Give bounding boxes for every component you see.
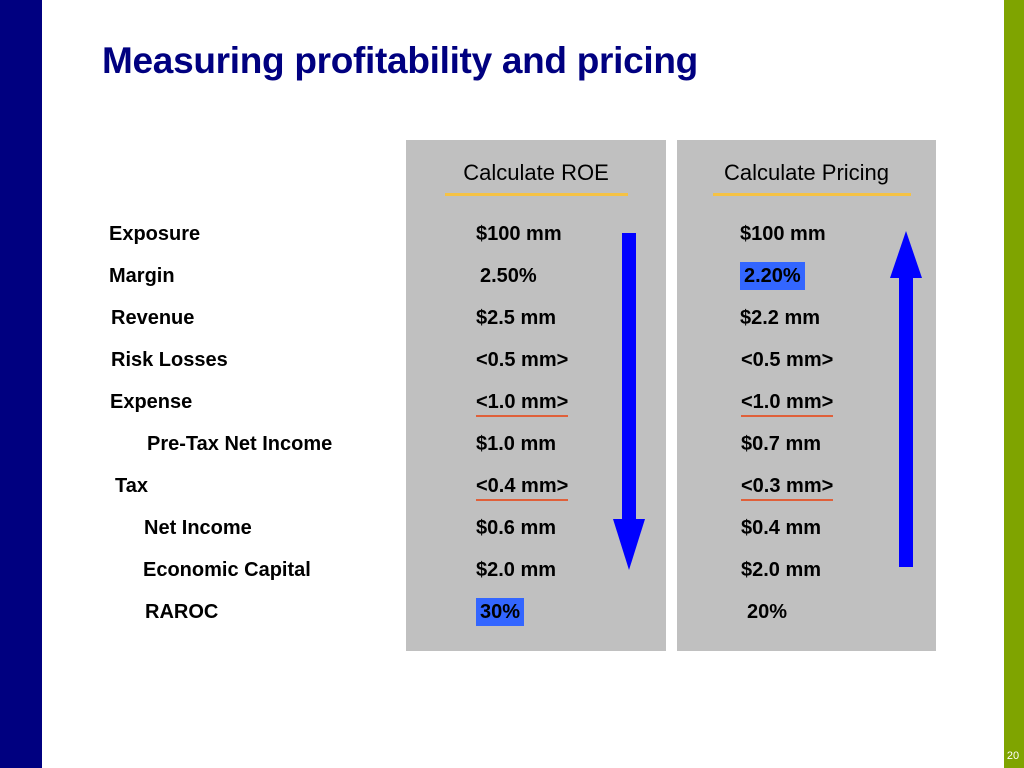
row-label: Expense <box>110 391 193 413</box>
row-label: Tax <box>115 475 148 497</box>
row-label: Pre-Tax Net Income <box>147 433 333 455</box>
roe-value: <0.4 mm> <box>476 474 569 501</box>
roe-value: $1.0 mm <box>476 433 557 455</box>
row-label: Revenue <box>111 307 195 329</box>
pricing-panel-header: Calculate Pricing <box>723 160 890 185</box>
row-label: RAROC <box>145 601 219 623</box>
slide-title: Measuring profitability and pricing <box>102 40 698 81</box>
pricing-value: $0.4 mm <box>741 517 822 539</box>
roe-value: $0.6 mm <box>476 517 557 539</box>
row-label: Net Income <box>144 517 252 539</box>
pricing-value: $0.7 mm <box>741 433 822 455</box>
pricing-panel: Calculate Pricing <box>677 140 936 651</box>
roe-panel: Calculate ROE <box>406 140 666 651</box>
left-accent-bar <box>0 0 42 768</box>
roe-value: $2.0 mm <box>476 559 557 581</box>
roe-header-underline <box>445 193 628 196</box>
page-number: 20 <box>1006 750 1020 762</box>
row-label: Risk Losses <box>111 349 228 371</box>
right-accent-bar: 20 <box>1004 0 1024 768</box>
roe-value: $100 mm <box>476 223 562 245</box>
row-label: Exposure <box>109 223 201 245</box>
pricing-value: 2.20% <box>740 262 805 290</box>
row-label: Economic Capital <box>143 559 311 581</box>
roe-value: 30% <box>476 598 525 626</box>
pricing-value: $2.2 mm <box>740 307 821 329</box>
pricing-header-underline <box>713 193 911 196</box>
pricing-value: $100 mm <box>740 223 826 245</box>
roe-value: <0.5 mm> <box>476 349 569 371</box>
pricing-value: <1.0 mm> <box>741 390 834 417</box>
pricing-value: <0.3 mm> <box>741 474 834 501</box>
roe-value: 2.50% <box>480 265 537 287</box>
roe-value: <1.0 mm> <box>476 390 569 417</box>
roe-panel-header: Calculate ROE <box>463 160 609 185</box>
up-arrow-icon <box>890 231 922 567</box>
roe-value: $2.5 mm <box>476 307 557 329</box>
pricing-value: <0.5 mm> <box>741 349 834 371</box>
row-label: Margin <box>109 265 175 287</box>
down-arrow-icon <box>613 233 645 570</box>
pricing-value: $2.0 mm <box>741 559 822 581</box>
pricing-value: 20% <box>747 601 788 623</box>
